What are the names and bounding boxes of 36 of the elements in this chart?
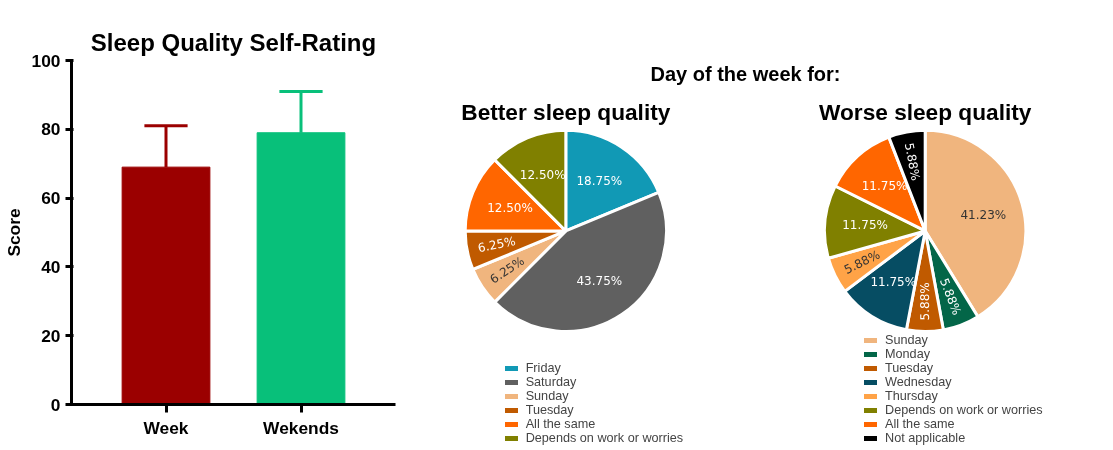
legend-label: All the same [885, 417, 955, 431]
data-label: 43.75% [576, 274, 623, 289]
data-label: 18.75% [576, 173, 623, 188]
chart-title: Sleep Quality Self-Rating [90, 28, 377, 56]
text: Day of the week for: [650, 63, 841, 86]
legend-label: Depends on work or worries [525, 431, 684, 445]
data-label: 11.75% [861, 179, 908, 194]
legend-label: Depends on work or worries [885, 403, 1043, 417]
legend-label: Thursday [885, 389, 938, 403]
legend-label: Sunday [885, 333, 928, 347]
data-label: 41.23% [960, 207, 1007, 222]
x-tick-label: Wekends [263, 417, 339, 438]
x-tick-label: Week [143, 417, 189, 438]
y-axis-title: Score [3, 208, 24, 257]
legend-label: Wednesday [885, 375, 952, 389]
y-tick-label: 100 [31, 50, 61, 71]
data-label: 5.88% [917, 282, 933, 321]
legend-label: Monday [885, 347, 931, 361]
y-tick-label: 80 [41, 119, 61, 140]
y-tick-label: 40 [41, 256, 61, 277]
data-label: 11.75% [842, 218, 888, 233]
chart-title: Worse sleep quality [819, 98, 1032, 125]
data-label: 6.25% [476, 234, 517, 256]
data-label: 12.50% [487, 200, 533, 215]
legend-label: Sunday [525, 389, 569, 403]
legend-label: Not applicable [885, 431, 966, 445]
legend-label: Saturday [525, 375, 577, 389]
y-tick-label: 60 [41, 188, 61, 209]
y-tick-label: 20 [41, 325, 61, 346]
data-label: 5.88% [901, 141, 923, 182]
legend-label: Friday [525, 361, 561, 375]
legend-label: All the same [525, 417, 596, 431]
legend-label: Tuesday [885, 361, 934, 375]
legend-label: Tuesday [525, 403, 574, 417]
chart-title: Better sleep quality [461, 98, 671, 125]
y-tick-label: 0 [50, 394, 61, 415]
